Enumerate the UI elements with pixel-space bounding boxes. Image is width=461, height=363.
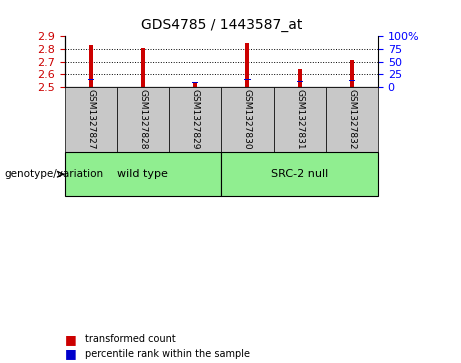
Text: GSM1327827: GSM1327827 [86, 89, 95, 150]
Text: ■: ■ [65, 333, 76, 346]
Text: percentile rank within the sample: percentile rank within the sample [85, 349, 250, 359]
FancyBboxPatch shape [117, 87, 169, 152]
FancyBboxPatch shape [65, 87, 117, 152]
Bar [244, 79, 250, 80]
Bar [296, 81, 303, 82]
FancyBboxPatch shape [221, 152, 378, 196]
Bar [89, 45, 93, 87]
Text: GSM1327832: GSM1327832 [348, 89, 356, 150]
Text: GSM1327831: GSM1327831 [295, 89, 304, 150]
Text: GSM1327829: GSM1327829 [191, 89, 200, 150]
FancyBboxPatch shape [65, 152, 221, 196]
Bar [193, 82, 197, 87]
Text: wild type: wild type [118, 169, 168, 179]
FancyBboxPatch shape [326, 87, 378, 152]
Text: SRC-2 null: SRC-2 null [271, 169, 328, 179]
Text: GSM1327830: GSM1327830 [243, 89, 252, 150]
Bar [192, 82, 198, 83]
FancyBboxPatch shape [169, 87, 221, 152]
Bar [141, 49, 145, 87]
Bar [245, 43, 249, 87]
Text: ■: ■ [65, 347, 76, 360]
FancyBboxPatch shape [273, 87, 326, 152]
Text: genotype/variation: genotype/variation [5, 169, 104, 179]
Bar [88, 79, 94, 80]
Text: GSM1327828: GSM1327828 [138, 89, 148, 150]
Title: GDS4785 / 1443587_at: GDS4785 / 1443587_at [141, 19, 302, 33]
Bar [297, 69, 302, 87]
FancyBboxPatch shape [221, 87, 273, 152]
Bar [350, 60, 354, 87]
Bar [349, 80, 355, 81]
Text: transformed count: transformed count [85, 334, 176, 344]
Bar [140, 79, 146, 81]
